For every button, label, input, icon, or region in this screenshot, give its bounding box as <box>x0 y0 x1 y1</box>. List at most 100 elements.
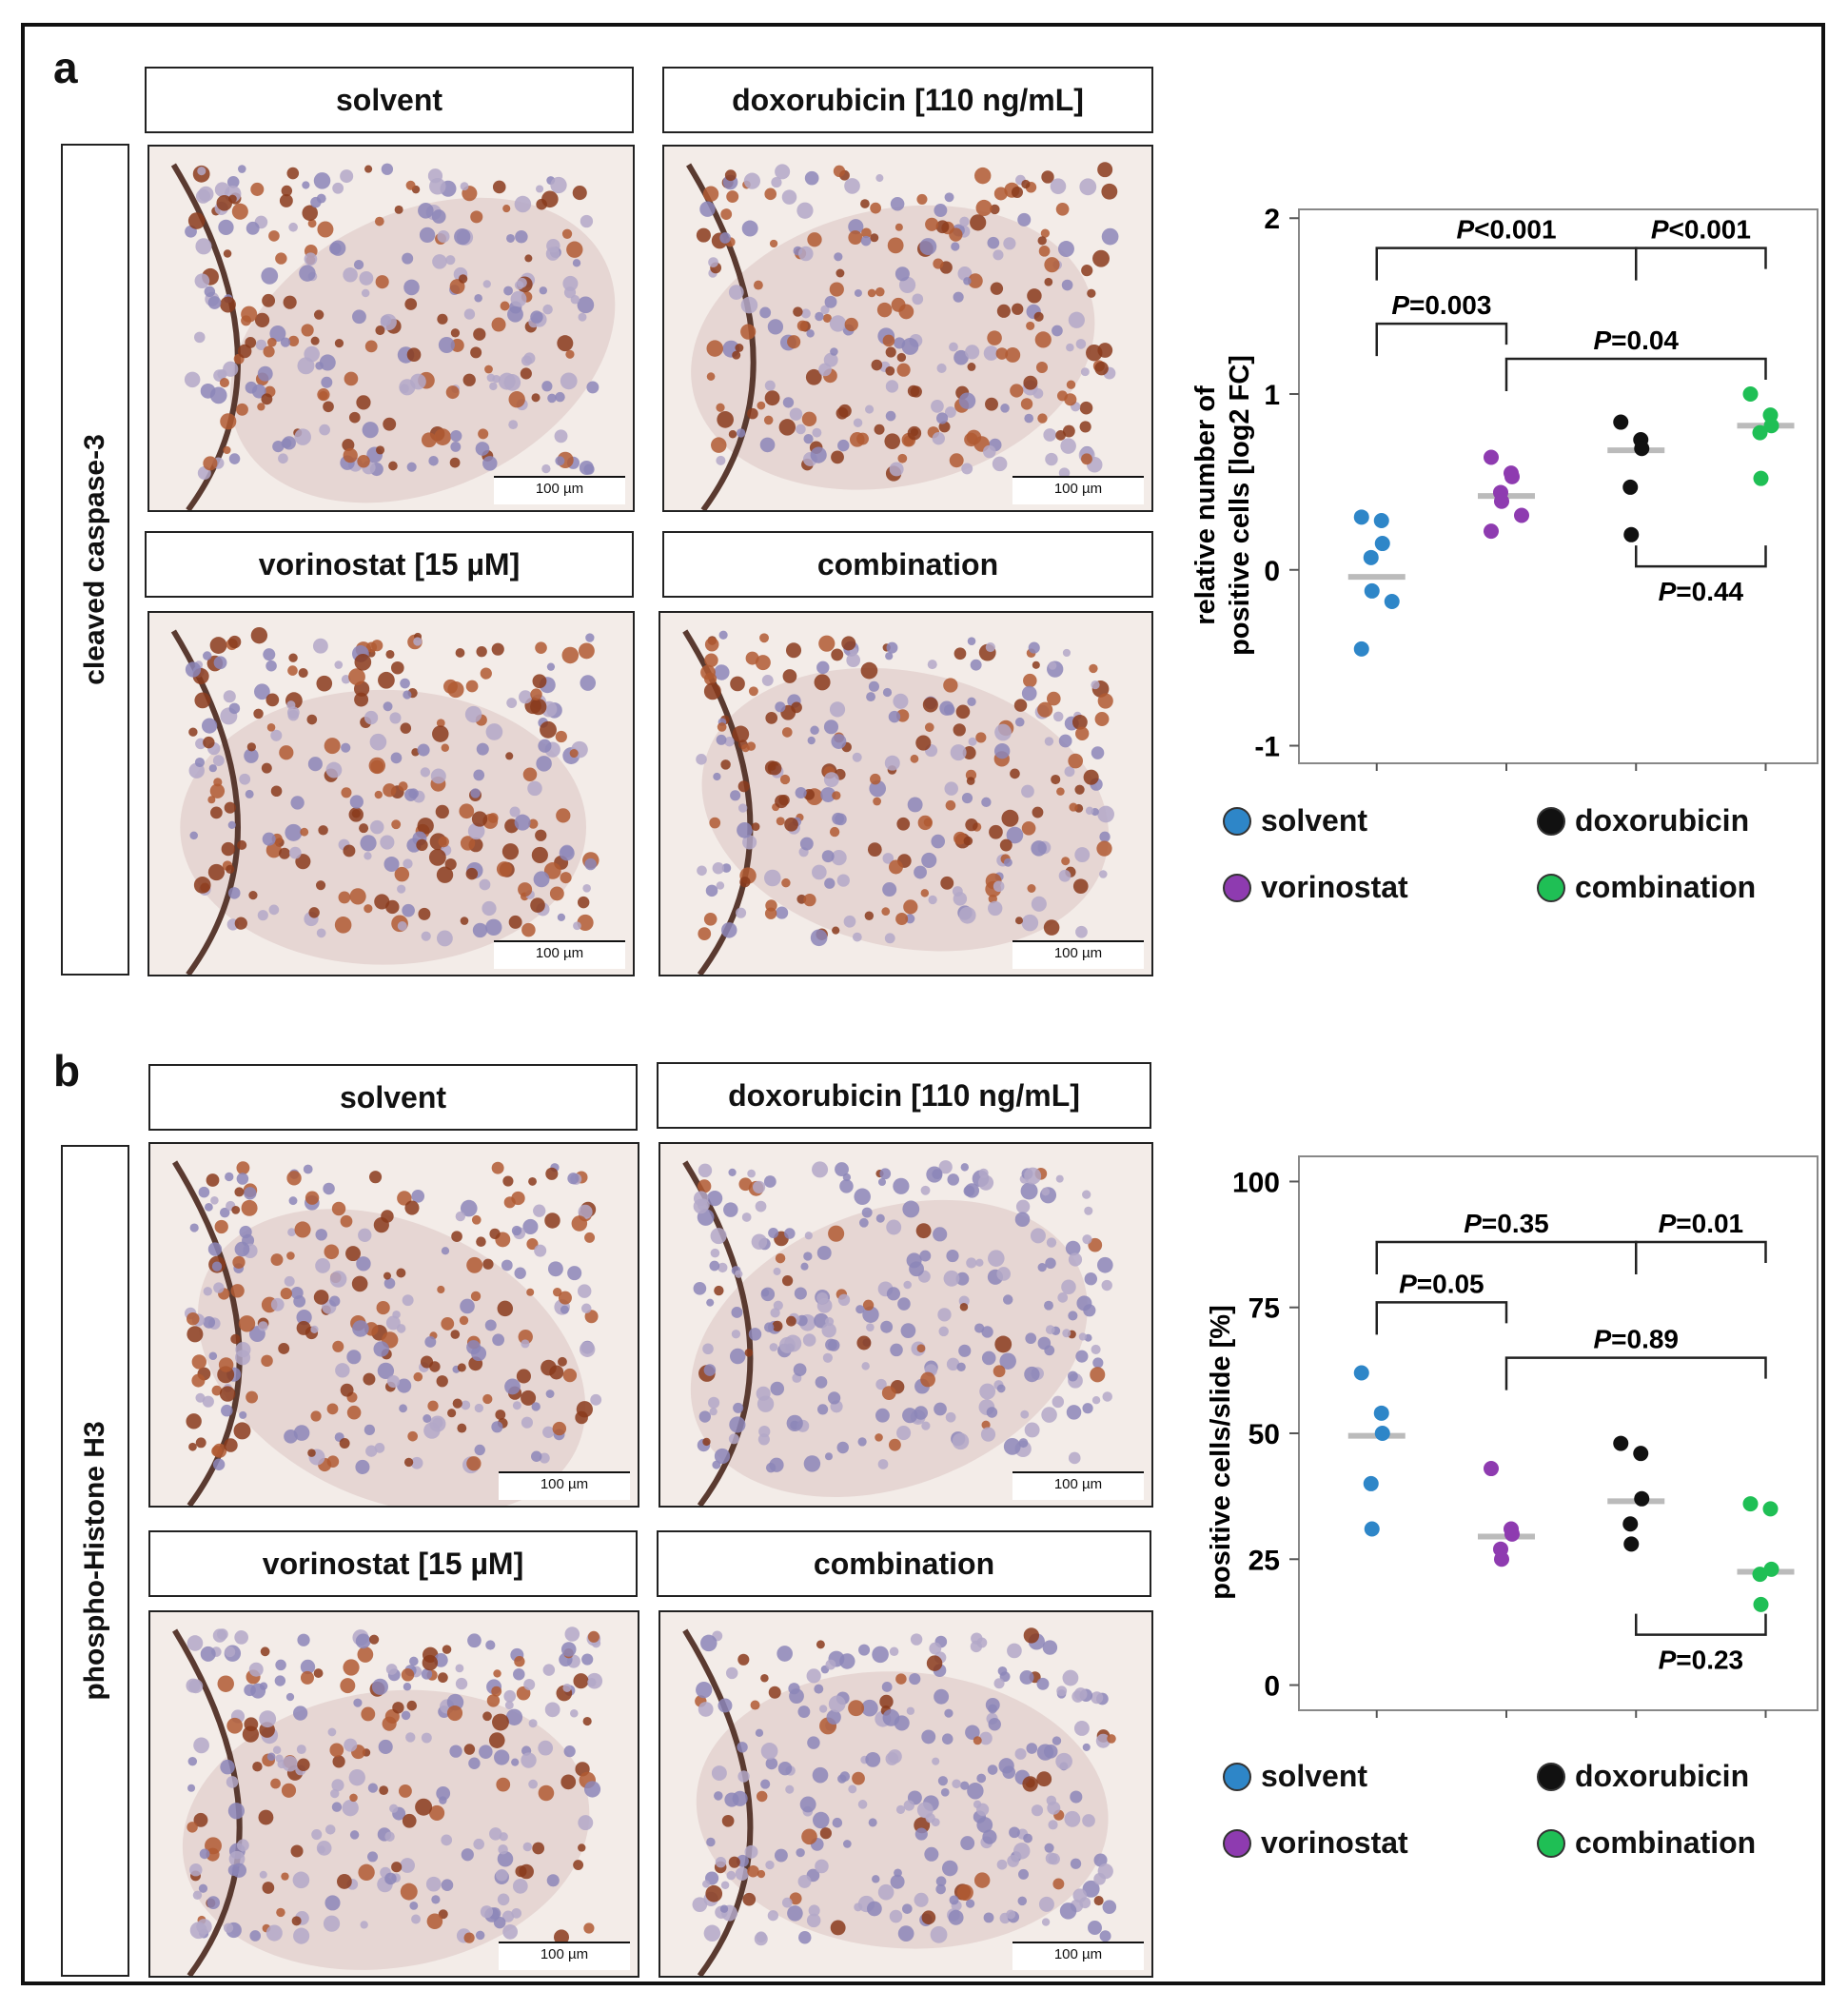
nucleus <box>463 1932 475 1943</box>
nucleus <box>224 1646 236 1658</box>
nucleus <box>268 230 280 242</box>
row-label-text: cleaved caspase-3 <box>79 434 110 685</box>
nucleus <box>965 345 980 360</box>
nucleus <box>953 291 964 303</box>
nucleus <box>992 456 1008 472</box>
nucleus <box>278 453 288 464</box>
nucleus <box>823 352 838 367</box>
nucleus <box>385 649 395 660</box>
nucleus <box>450 1330 461 1339</box>
nucleus <box>562 275 579 291</box>
nucleus <box>354 692 369 707</box>
nucleus <box>288 653 298 662</box>
nucleus <box>198 1186 210 1198</box>
nucleus <box>250 626 268 644</box>
nucleus <box>1024 1167 1042 1185</box>
panel-b-image-vorinostat: 100 µm <box>148 1610 639 1978</box>
nucleus <box>890 196 905 211</box>
nucleus <box>505 1708 523 1725</box>
nucleus <box>555 456 565 466</box>
nucleus <box>875 286 885 297</box>
nucleus <box>288 846 302 859</box>
nucleus <box>1032 388 1044 399</box>
nucleus <box>949 453 964 468</box>
nucleus <box>351 1275 368 1292</box>
p-symbol: P <box>1464 1209 1482 1238</box>
nucleus <box>470 788 481 798</box>
nucleus <box>981 1326 993 1338</box>
nucleus <box>970 1640 983 1653</box>
nucleus <box>736 428 746 438</box>
nucleus <box>724 169 737 182</box>
nucleus <box>545 1390 555 1398</box>
nucleus <box>524 254 533 263</box>
nucleus <box>735 1270 743 1278</box>
nucleus <box>1076 1295 1092 1311</box>
nucleus <box>1095 1733 1111 1748</box>
nucleus <box>718 630 728 640</box>
nucleus <box>187 1326 204 1343</box>
nucleus <box>832 1817 843 1828</box>
nucleus <box>1007 1855 1020 1867</box>
nucleus <box>720 759 731 770</box>
nucleus <box>715 1857 727 1868</box>
nucleus <box>265 693 280 707</box>
scale-bar: 100 µm <box>499 1942 630 1970</box>
nucleus <box>280 337 291 347</box>
nucleus <box>974 167 992 185</box>
nucleus <box>582 883 592 893</box>
nucleus <box>511 1907 522 1919</box>
nucleus <box>825 1338 837 1351</box>
nucleus <box>1098 870 1108 878</box>
nucleus <box>257 910 268 921</box>
nucleus <box>870 773 881 785</box>
nucleus <box>241 1199 258 1216</box>
nucleus <box>561 228 573 239</box>
p-value-label: P=0.003 <box>1391 290 1491 320</box>
nucleus <box>194 757 206 768</box>
nucleus <box>786 1315 796 1327</box>
nucleus <box>970 214 987 231</box>
nucleus <box>973 1800 982 1809</box>
nucleus <box>239 1410 247 1419</box>
data-point-solvent <box>1373 1405 1389 1421</box>
nucleus <box>937 1776 948 1786</box>
nucleus <box>1082 1403 1093 1414</box>
y-axis-label: positive cells/slide [%] <box>1206 1305 1236 1599</box>
nucleus <box>396 1268 406 1278</box>
nucleus <box>541 381 553 392</box>
nucleus <box>285 823 303 841</box>
nucleus <box>459 803 475 819</box>
nucleus <box>527 780 542 797</box>
nucleus <box>268 904 280 916</box>
data-point-doxorubicin <box>1623 526 1640 542</box>
nucleus <box>391 660 404 675</box>
nucleus <box>310 196 322 208</box>
nucleus <box>212 755 225 767</box>
nucleus <box>700 1634 718 1652</box>
nucleus <box>429 1804 445 1821</box>
nucleus <box>1018 1438 1029 1449</box>
nucleus <box>1082 1234 1092 1245</box>
nucleus <box>860 235 872 246</box>
nucleus <box>920 1371 935 1388</box>
nucleus <box>716 403 725 412</box>
nucleus <box>912 293 924 306</box>
scale-bar: 100 µm <box>499 1471 630 1500</box>
nucleus <box>560 1642 577 1657</box>
nucleus <box>724 1792 739 1807</box>
nucleus <box>816 1404 829 1415</box>
nucleus <box>1062 1329 1071 1338</box>
nucleus <box>980 1427 996 1442</box>
nucleus <box>369 733 387 751</box>
p-value-label: P=0.04 <box>1593 325 1679 355</box>
nucleus <box>381 1210 394 1223</box>
nucleus <box>259 1710 277 1728</box>
nucleus <box>1035 361 1049 374</box>
nucleus <box>703 1924 721 1942</box>
nucleus <box>441 743 449 752</box>
nucleus <box>768 1686 781 1699</box>
nucleus <box>288 222 298 232</box>
nucleus <box>441 1316 455 1331</box>
